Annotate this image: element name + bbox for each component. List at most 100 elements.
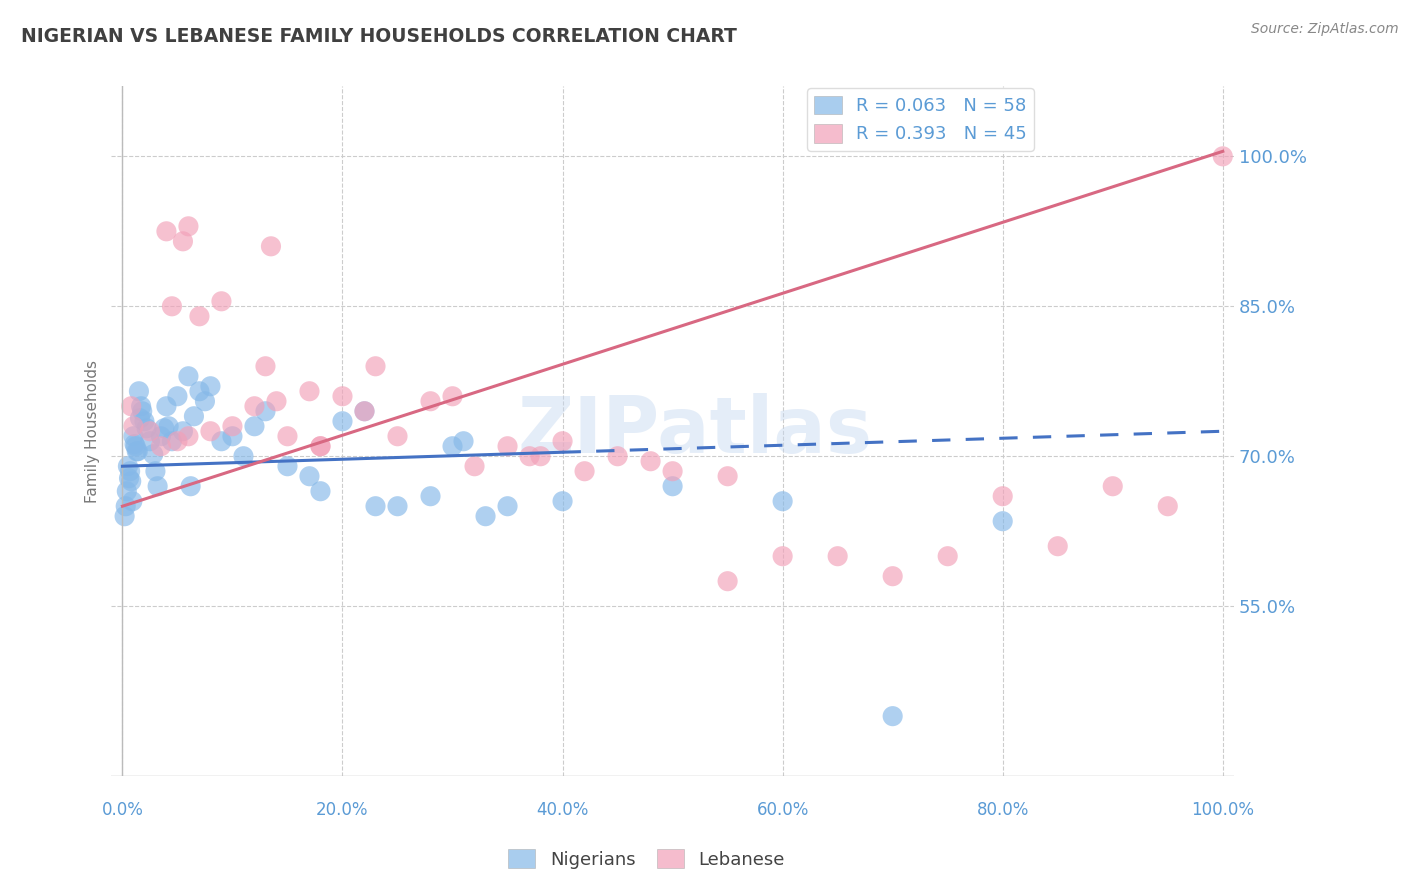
Point — [153, 421, 176, 435]
Point — [353, 404, 375, 418]
Point — [496, 439, 519, 453]
Point — [243, 419, 266, 434]
Point — [661, 464, 683, 478]
Point — [309, 439, 332, 453]
Point — [127, 444, 149, 458]
Point — [298, 469, 321, 483]
Point — [160, 299, 183, 313]
Point — [160, 434, 183, 449]
Point — [128, 384, 150, 399]
Point — [124, 439, 146, 453]
Point — [120, 474, 142, 488]
Point — [332, 414, 354, 428]
Point — [387, 429, 409, 443]
Point — [194, 394, 217, 409]
Point — [353, 404, 375, 418]
Point — [200, 379, 222, 393]
Point — [120, 399, 142, 413]
Point — [139, 424, 162, 438]
Y-axis label: Family Households: Family Households — [86, 359, 100, 503]
Point — [221, 419, 243, 434]
Point — [124, 437, 146, 451]
Point — [155, 224, 177, 238]
Point — [139, 434, 162, 449]
Point — [309, 484, 332, 499]
Point — [120, 464, 142, 478]
Point — [177, 369, 200, 384]
Point — [211, 294, 233, 309]
Point — [496, 500, 519, 514]
Point — [166, 434, 188, 449]
Point — [129, 399, 152, 413]
Point — [441, 389, 464, 403]
Point — [188, 384, 211, 399]
Point — [474, 509, 496, 524]
Point — [1212, 149, 1234, 163]
Legend: Nigerians, Lebanese: Nigerians, Lebanese — [501, 842, 793, 876]
Point — [221, 429, 243, 443]
Point — [172, 424, 194, 438]
Point — [364, 500, 387, 514]
Point — [129, 411, 152, 425]
Point — [243, 399, 266, 413]
Point — [260, 239, 283, 253]
Point — [142, 447, 165, 461]
Point — [640, 454, 662, 468]
Text: 80.0%: 80.0% — [977, 801, 1029, 819]
Point — [276, 459, 298, 474]
Point — [1157, 500, 1180, 514]
Point — [717, 574, 740, 589]
Text: Source: ZipAtlas.com: Source: ZipAtlas.com — [1251, 22, 1399, 37]
Point — [1101, 479, 1123, 493]
Text: 60.0%: 60.0% — [756, 801, 808, 819]
Text: NIGERIAN VS LEBANESE FAMILY HOUSEHOLDS CORRELATION CHART: NIGERIAN VS LEBANESE FAMILY HOUSEHOLDS C… — [21, 27, 737, 45]
Point — [551, 494, 574, 508]
Text: 0.0%: 0.0% — [101, 801, 143, 819]
Point — [772, 494, 794, 508]
Point — [122, 419, 145, 434]
Point — [166, 389, 188, 403]
Point — [574, 464, 596, 478]
Point — [266, 394, 288, 409]
Point — [180, 479, 202, 493]
Point — [772, 549, 794, 564]
Point — [131, 404, 153, 418]
Point — [134, 414, 156, 428]
Legend: R = 0.063   N = 58, R = 0.393   N = 45: R = 0.063 N = 58, R = 0.393 N = 45 — [807, 88, 1033, 151]
Point — [121, 494, 143, 508]
Point — [827, 549, 849, 564]
Point — [145, 464, 167, 478]
Point — [298, 384, 321, 399]
Point — [114, 500, 136, 514]
Text: 100.0%: 100.0% — [1191, 801, 1254, 819]
Point — [122, 429, 145, 443]
Point — [464, 459, 486, 474]
Point — [211, 434, 233, 449]
Text: 40.0%: 40.0% — [536, 801, 589, 819]
Point — [661, 479, 683, 493]
Point — [309, 439, 332, 453]
Point — [991, 489, 1014, 503]
Point — [183, 409, 205, 424]
Point — [135, 421, 157, 435]
Point — [125, 444, 148, 458]
Point — [149, 439, 172, 453]
Point — [1046, 539, 1069, 553]
Point — [254, 404, 277, 418]
Point — [387, 500, 409, 514]
Point — [188, 310, 211, 324]
Point — [519, 449, 541, 463]
Point — [882, 569, 904, 583]
Point — [177, 429, 200, 443]
Point — [118, 471, 141, 485]
Point — [114, 509, 136, 524]
Point — [364, 359, 387, 374]
Point — [441, 439, 464, 453]
Point — [157, 419, 180, 434]
Point — [115, 484, 138, 499]
Text: ZIPatlas: ZIPatlas — [517, 393, 873, 469]
Point — [146, 479, 169, 493]
Point — [332, 389, 354, 403]
Point — [149, 429, 172, 443]
Point — [155, 399, 177, 413]
